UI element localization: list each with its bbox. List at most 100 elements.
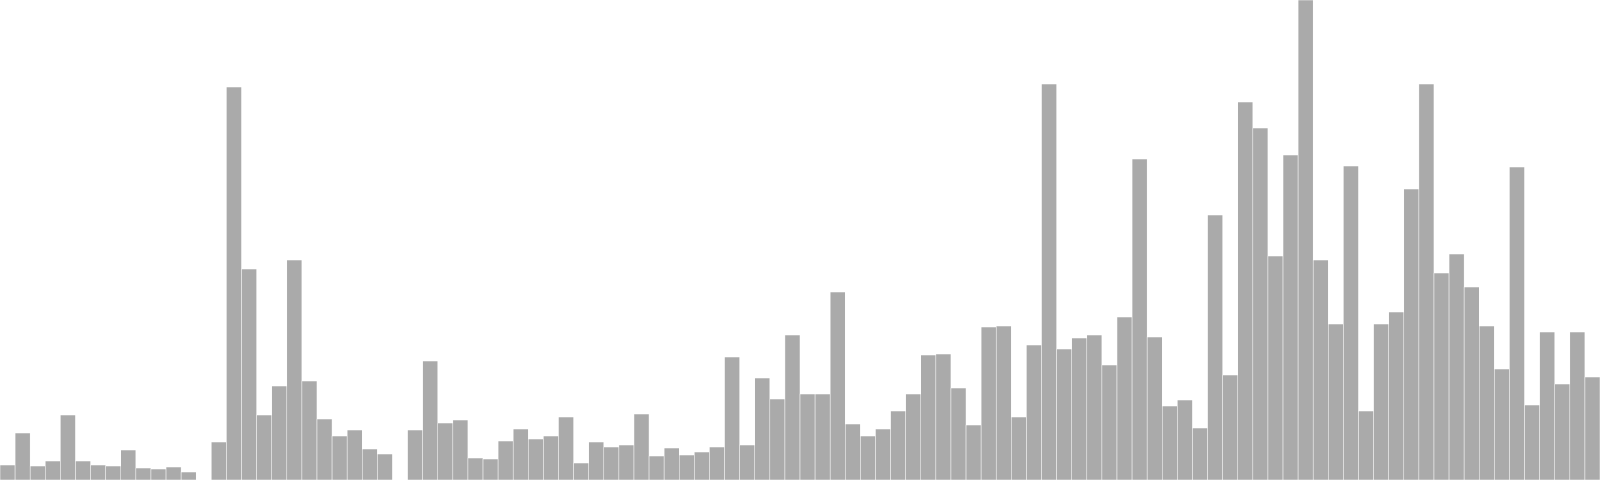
bar-79	[1192, 427, 1208, 480]
bar-3	[45, 460, 61, 480]
bar-61	[920, 354, 937, 480]
bar-76	[1146, 336, 1163, 480]
bar-71	[1071, 337, 1088, 480]
bar-31	[467, 457, 484, 480]
bar-74	[1116, 316, 1133, 480]
bar-53	[799, 393, 816, 480]
bar-77	[1162, 405, 1178, 480]
bar-6	[90, 464, 106, 480]
bar-83	[1252, 127, 1269, 480]
bar-14	[211, 441, 227, 480]
bar-59	[890, 410, 906, 480]
bar-42	[633, 413, 650, 480]
bar-50	[754, 377, 771, 480]
bar-29	[437, 422, 454, 480]
bar-54	[814, 393, 831, 480]
bar-8	[120, 449, 137, 480]
bar-1	[14, 432, 31, 480]
bar-40	[603, 446, 620, 480]
bar-86	[1297, 0, 1314, 480]
bar-75	[1131, 158, 1148, 480]
bar-0	[0, 464, 16, 480]
bar-51	[769, 398, 786, 480]
bar-82	[1237, 101, 1254, 480]
bar-28	[422, 360, 438, 480]
bar-100	[1509, 166, 1525, 480]
bar-5	[75, 460, 91, 480]
bar-34	[512, 428, 529, 480]
bar-55	[829, 291, 846, 480]
bar-62	[935, 353, 952, 480]
bar-16	[241, 268, 257, 480]
bar-24	[362, 448, 378, 480]
bar-93	[1403, 188, 1420, 480]
bar-102	[1539, 331, 1555, 480]
bar-19	[286, 259, 303, 480]
bar-73	[1101, 364, 1118, 480]
bar-101	[1524, 404, 1540, 480]
bar-103	[1554, 383, 1571, 480]
bar-11	[165, 466, 182, 480]
bar-85	[1282, 154, 1299, 480]
bar-52	[784, 334, 801, 480]
bar-48	[724, 356, 740, 480]
bar-45	[679, 454, 695, 480]
bar-81	[1222, 374, 1238, 480]
bar-25	[377, 453, 393, 480]
bar-17	[256, 414, 272, 480]
bar-37	[558, 416, 574, 480]
bar-87	[1312, 259, 1329, 480]
bar-32	[482, 458, 499, 480]
bar-56	[845, 423, 861, 480]
bar-30	[452, 419, 469, 480]
bar-64	[965, 424, 982, 480]
bar-70	[1056, 348, 1072, 480]
bar-12	[180, 471, 197, 480]
bar-67	[1011, 416, 1027, 480]
bar-27	[407, 429, 423, 480]
bar-39	[588, 441, 605, 480]
bar-98	[1479, 325, 1495, 480]
bar-63	[950, 387, 967, 480]
bar-38	[573, 462, 589, 480]
bar-41	[618, 444, 635, 480]
bar-66	[995, 325, 1012, 480]
bar-84	[1267, 255, 1284, 480]
bar-104	[1569, 331, 1586, 480]
bar-9	[135, 467, 152, 480]
bar-57	[860, 435, 876, 480]
bar-20	[301, 380, 318, 480]
bar-46	[694, 451, 710, 480]
bar-65	[980, 326, 997, 480]
bar-69	[1041, 83, 1057, 480]
bar-18	[271, 385, 288, 480]
bar-68	[1026, 344, 1042, 480]
bar-60	[905, 393, 921, 480]
bar-72	[1086, 334, 1103, 480]
bar-15	[226, 86, 242, 480]
bar-23	[346, 429, 363, 480]
bar-99	[1494, 368, 1510, 480]
bar-2	[29, 465, 46, 480]
bar-22	[331, 435, 348, 480]
bar-43	[648, 455, 665, 480]
bar-90	[1358, 410, 1374, 480]
bar-88	[1328, 323, 1344, 480]
bar-91	[1373, 323, 1389, 480]
bar-94	[1418, 83, 1435, 480]
bar-49	[739, 444, 755, 480]
bar-97	[1463, 286, 1480, 480]
bar-36	[543, 435, 559, 480]
bar-96	[1448, 253, 1465, 480]
bar-4	[60, 414, 76, 480]
bar-80	[1207, 214, 1223, 480]
bar-95	[1433, 272, 1450, 480]
bar-7	[105, 465, 122, 480]
bar-33	[497, 440, 514, 480]
bar-44	[663, 447, 680, 480]
bar-35	[528, 438, 544, 480]
bar-105	[1584, 376, 1600, 480]
bar-89	[1343, 165, 1359, 480]
